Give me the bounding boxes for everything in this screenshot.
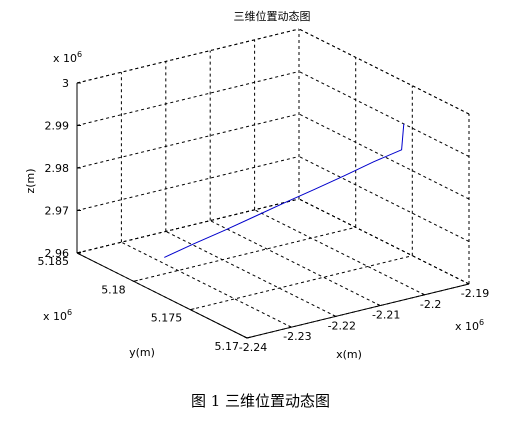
y-axis-line xyxy=(76,252,248,339)
x-tick-label: -2.19 xyxy=(461,287,489,300)
x-tick xyxy=(376,303,381,307)
floor-grid-line-y xyxy=(190,255,413,311)
axis-box xyxy=(76,82,470,339)
right-wall-grid-line-z xyxy=(298,156,470,242)
floor-grid-line-x xyxy=(298,198,470,285)
x-axis-line xyxy=(246,283,470,339)
x-tick-label: -2.22 xyxy=(328,319,356,332)
floor-grid-line-x xyxy=(121,241,292,328)
series-layer xyxy=(164,123,405,258)
z-exponent-power: 6 xyxy=(77,50,82,59)
z-tick-label: 2.96 xyxy=(45,247,70,260)
y-tick-label: 5.185 xyxy=(38,255,70,268)
chart-title: 三维位置动态图 xyxy=(234,9,311,23)
right-wall-grid-line-z xyxy=(298,28,470,115)
x-axis-label: x(m) xyxy=(336,348,362,361)
x-exponent-power: 6 xyxy=(479,318,484,327)
back-wall-grid-line-z xyxy=(76,71,300,126)
x-tick-label: -2.2 xyxy=(420,298,441,311)
y-axis-label: y(m) xyxy=(129,346,155,359)
y-exponent-power: 6 xyxy=(67,308,72,317)
z-tick-label: 2.99 xyxy=(45,120,70,133)
y-tick xyxy=(133,279,138,282)
x-tick xyxy=(332,314,337,317)
grid-lines xyxy=(76,28,470,339)
box-edge xyxy=(298,198,470,285)
x-tick-label: -2.24 xyxy=(239,341,267,354)
y-tick-label: 5.17 xyxy=(215,340,240,353)
back-wall-grid-line-z xyxy=(76,28,300,84)
y-tick xyxy=(190,308,195,311)
floor-grid-line-x xyxy=(254,209,425,296)
tick-labels: -2.24 -2.23 -2.22 -2.21 -2.2 -2.19 5.17 5.175 5.… xyxy=(38,77,490,354)
y-tick xyxy=(246,336,252,339)
series-line-0 xyxy=(164,123,405,258)
x-tick xyxy=(288,325,292,328)
back-wall-grid-line-z xyxy=(76,156,300,211)
x-tick-label: -2.23 xyxy=(283,330,311,343)
x-exponent-label: x 106 xyxy=(455,318,484,333)
right-wall-grid-line-z xyxy=(298,198,470,285)
z-exponent-label: x 106 xyxy=(53,50,82,65)
y-exponent-label: x 106 xyxy=(43,308,72,323)
back-wall-grid-line-z xyxy=(76,198,300,254)
x-tick-label: -2.21 xyxy=(372,309,400,322)
z-axis-label: z(m) xyxy=(24,168,37,193)
figure-caption: 图 1 三维位置动态图 xyxy=(190,392,331,410)
y-tick-label: 5.175 xyxy=(151,312,183,325)
y-tick-label: 5.18 xyxy=(101,283,126,296)
box-edge xyxy=(298,28,470,115)
z-tick-label: 2.98 xyxy=(45,162,70,175)
z-tick-label: 2.97 xyxy=(45,205,70,218)
x-tick xyxy=(465,282,470,285)
z-tick-label: 3 xyxy=(62,77,69,90)
x-tick xyxy=(421,292,425,296)
floor-grid-line-x xyxy=(209,220,381,307)
floor-grid-line-y xyxy=(133,226,356,282)
right-wall-grid-line-z xyxy=(298,113,470,200)
back-wall-grid-line-z xyxy=(76,113,300,169)
x-tick xyxy=(243,336,248,339)
right-wall-grid-line-z xyxy=(298,71,470,157)
floor-grid-line-x xyxy=(165,230,337,317)
